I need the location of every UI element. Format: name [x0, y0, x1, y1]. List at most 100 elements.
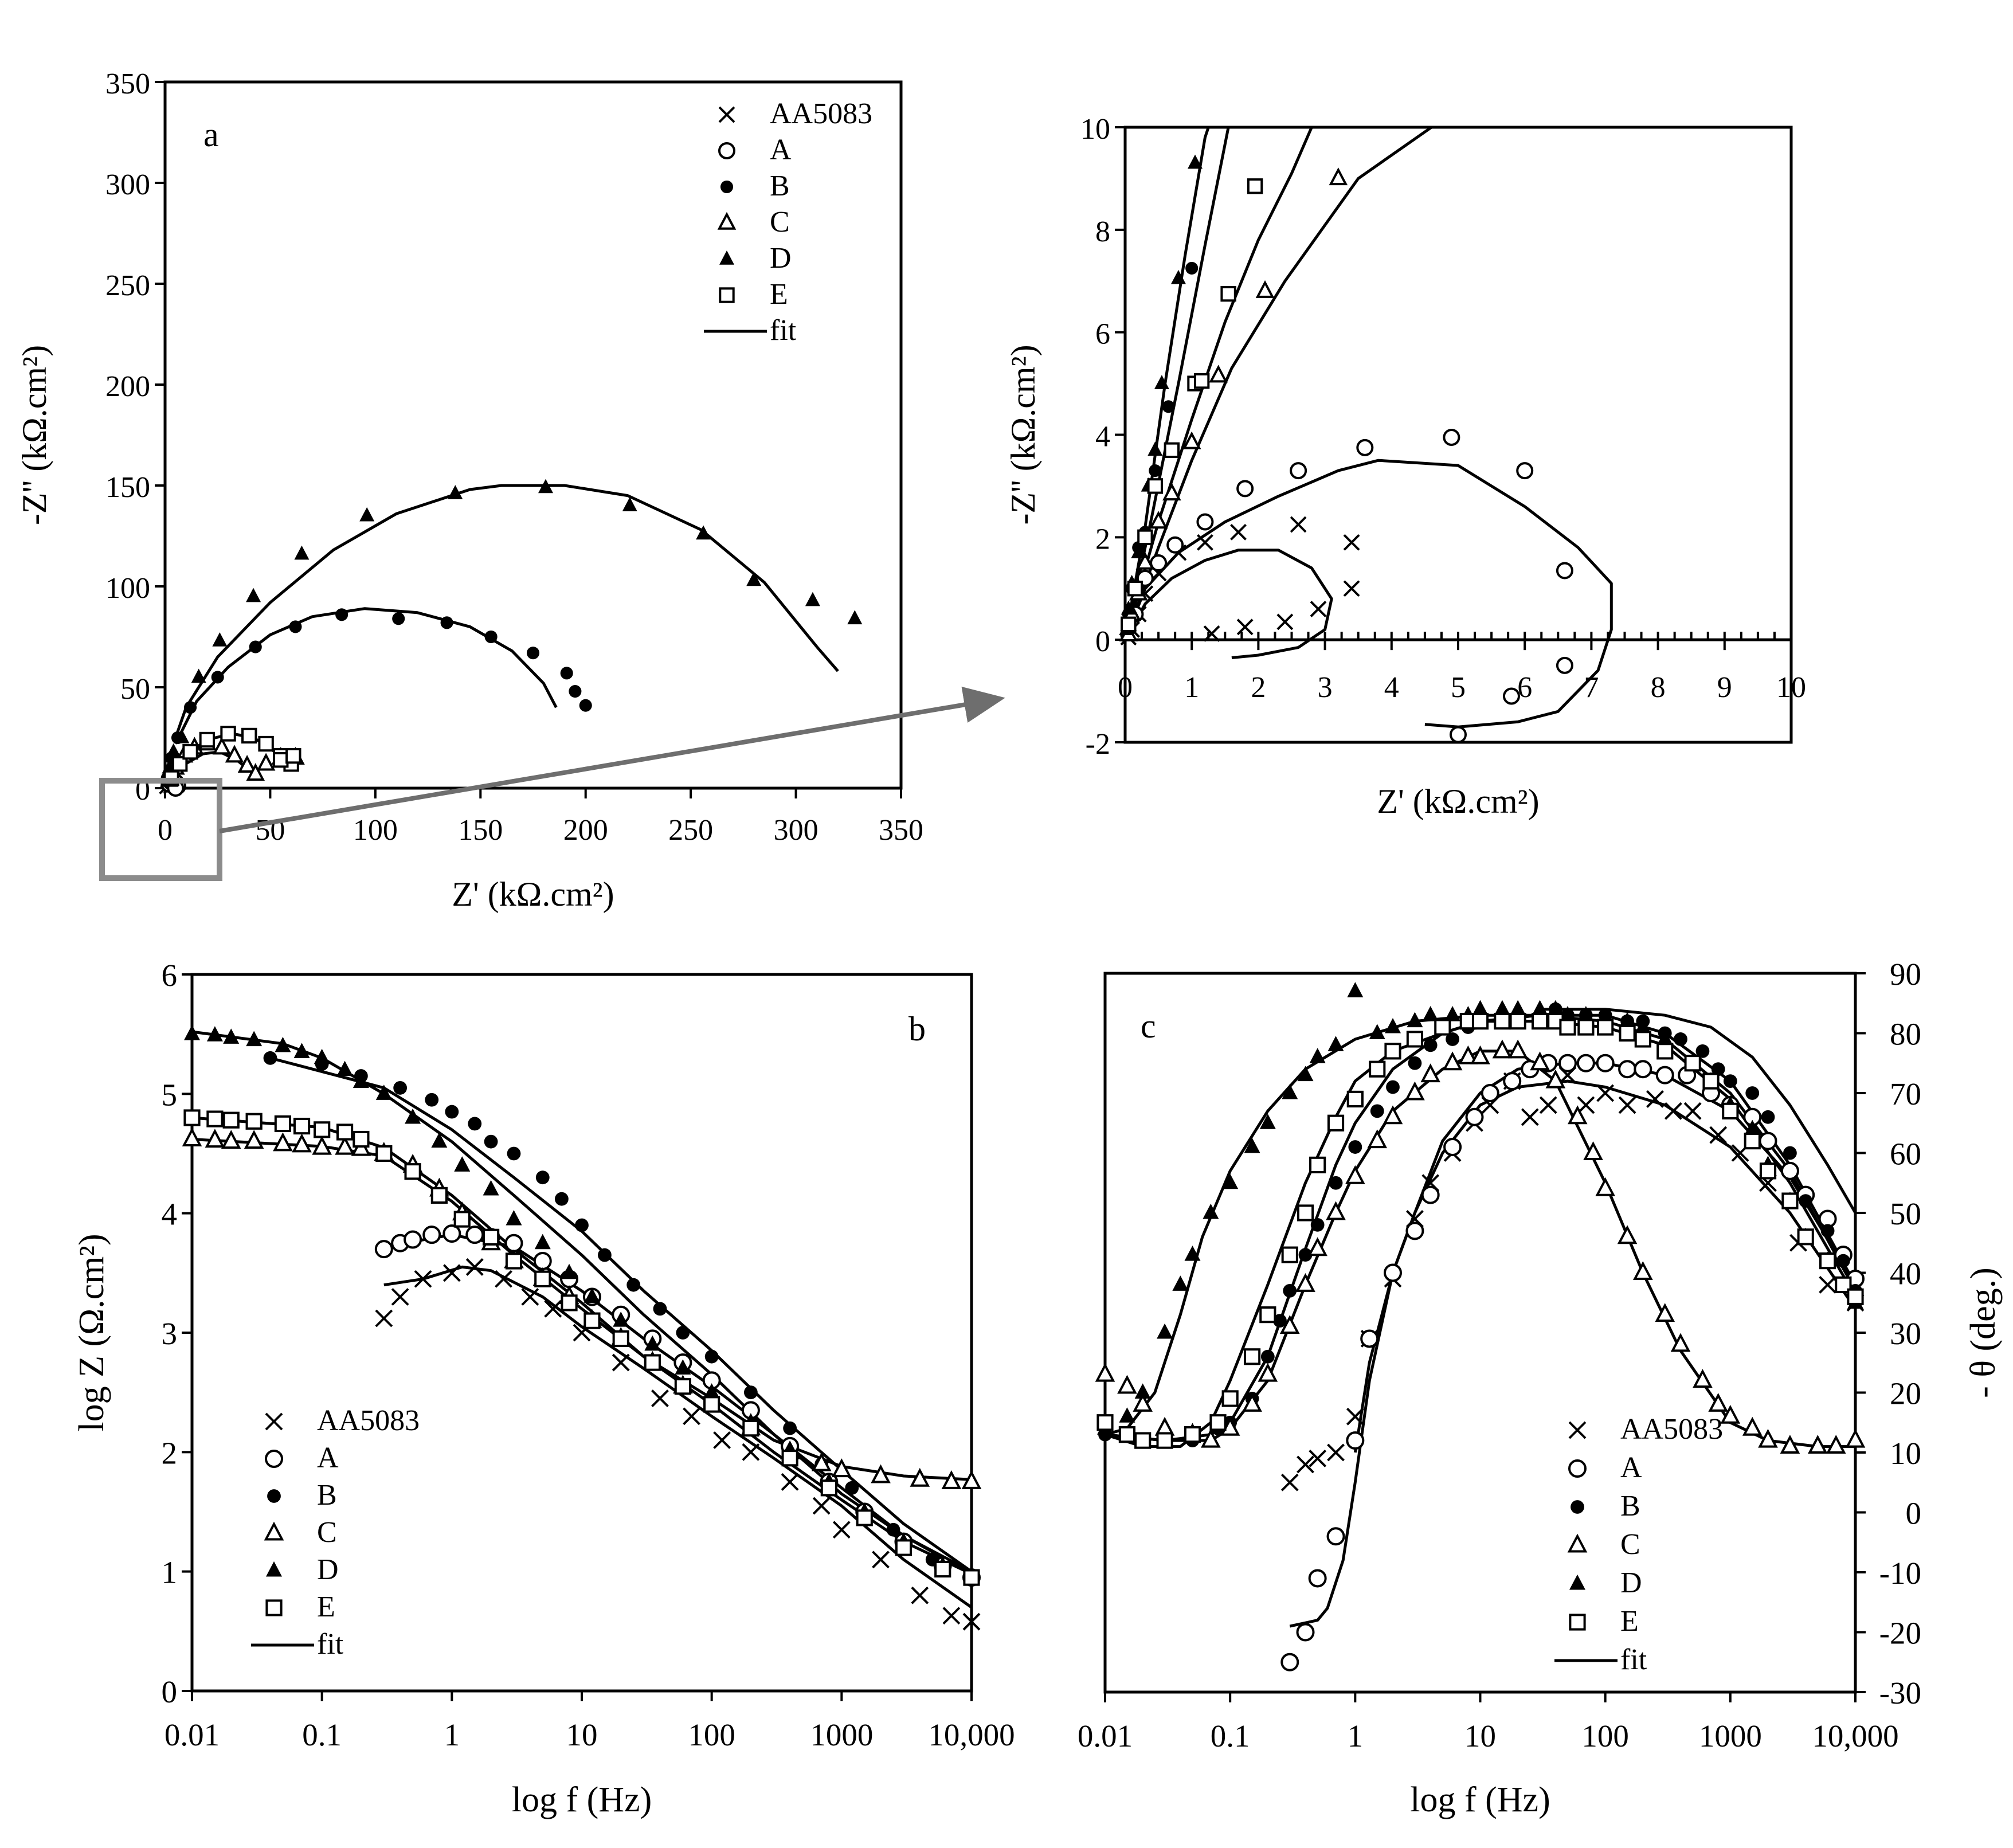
data-point-e: [583, 1312, 601, 1329]
data-point-b: [1386, 1080, 1400, 1094]
x-tick-label: 3: [1318, 671, 1333, 704]
data-point-a: [374, 1240, 393, 1259]
data-point-d: [166, 743, 181, 758]
data-point-d: [294, 545, 310, 560]
y-tick-label: 150: [105, 471, 150, 504]
data-point-a: [504, 1234, 523, 1252]
data-point-e: [1531, 1013, 1549, 1030]
y-tick-label: 350: [105, 68, 150, 100]
data-point-b: [445, 1105, 459, 1119]
data-point-e: [1118, 1426, 1136, 1443]
data-point-c: [1545, 1069, 1566, 1089]
fit-line: [174, 607, 558, 745]
data-point-e: [1164, 442, 1180, 459]
panel-a-nyquist-plot: 0 50 100 150 200 250 300 3500501001502002503003…: [15, 68, 923, 913]
data-point-a: [404, 1230, 422, 1249]
data-point-b: [1783, 1146, 1797, 1160]
legend-label-a: A: [317, 1442, 339, 1474]
data-point-c: [1595, 1177, 1615, 1196]
data-point-a: [1443, 1138, 1462, 1157]
data-point-e: [1247, 178, 1263, 194]
data-point-b: [569, 684, 582, 698]
data-point-e: [1259, 1306, 1276, 1324]
fit-line: [1125, 127, 1432, 641]
x-axis-title: log f (Hz): [1410, 1780, 1550, 1819]
data-point-e: [781, 1450, 798, 1467]
y-tick-label: 6: [162, 958, 178, 993]
data-point-aa5083: [1343, 534, 1360, 551]
x-tick-label: 10,000: [1812, 1718, 1898, 1753]
data-point-a: [1556, 562, 1573, 580]
data-point-d: [1472, 1000, 1489, 1016]
data-point-c: [1458, 1045, 1478, 1064]
x-tick-label: 100: [688, 1717, 735, 1752]
data-point-d: [1131, 544, 1146, 558]
data-point-b: [1149, 464, 1162, 477]
data-point-d: [246, 588, 261, 602]
data-point-aa5083: [832, 1521, 851, 1539]
y-tick-label: 200: [105, 370, 150, 403]
data-point-c: [237, 755, 257, 773]
data-point-e: [182, 743, 198, 760]
data-point-c: [225, 745, 244, 763]
data-point-d: [223, 1028, 240, 1044]
y-tick-label: 50: [120, 673, 150, 706]
data-point-b: [579, 699, 592, 712]
data-point-aa5083: [1539, 1096, 1557, 1114]
data-point-b: [1348, 1140, 1362, 1154]
data-point-c: [1117, 1375, 1137, 1394]
data-point-c: [1255, 280, 1275, 298]
data-point-b: [289, 620, 302, 633]
data-point-c: [182, 1127, 202, 1146]
data-point-e: [1819, 1252, 1836, 1270]
data-point-e: [183, 1109, 201, 1126]
data-point-d: [1172, 1275, 1189, 1291]
legend-marker-aa5083: [265, 1412, 283, 1431]
data-point-b: [1836, 1254, 1850, 1268]
data-point-aa5083: [872, 1551, 890, 1569]
y-tick-label: 30: [1890, 1316, 1921, 1351]
data-point-e: [258, 735, 274, 752]
y-tick-label: 20: [1890, 1376, 1921, 1411]
data-point-a: [422, 1226, 441, 1244]
data-point-e: [644, 1354, 661, 1371]
y-tick-label: 50: [1890, 1196, 1921, 1231]
data-point-d: [1184, 1246, 1201, 1261]
data-point-c: [1808, 1435, 1828, 1454]
data-point-e: [482, 1228, 500, 1246]
data-point-d: [1635, 1017, 1651, 1033]
y-tick-label: 60: [1890, 1137, 1921, 1172]
data-point-a: [1481, 1084, 1499, 1102]
x-tick-label: 150: [458, 814, 503, 847]
data-point-e: [1656, 1043, 1674, 1060]
data-point-e: [1297, 1204, 1314, 1221]
data-point-d: [1203, 1203, 1219, 1219]
data-point-b: [484, 630, 498, 644]
data-point-d: [1309, 1048, 1326, 1063]
data-point-c: [1742, 1416, 1763, 1436]
legend-marker-e: [265, 1599, 283, 1616]
data-point-e: [1577, 1019, 1595, 1036]
legend-marker-a: [718, 142, 735, 159]
y-tick-label: 80: [1890, 1017, 1921, 1052]
data-point-c: [1507, 1039, 1528, 1059]
y-tick-label: -30: [1879, 1675, 1921, 1710]
data-point-c: [1780, 1435, 1800, 1454]
data-point-a: [1326, 1527, 1345, 1546]
data-point-a: [1166, 536, 1184, 554]
x-tick-label: 4: [1384, 671, 1399, 704]
legend-label-b: B: [317, 1479, 337, 1512]
data-point-a: [1503, 1072, 1522, 1091]
data-point-e: [273, 752, 289, 768]
x-tick-label: 0.1: [1211, 1718, 1250, 1753]
data-point-b: [1799, 1194, 1813, 1208]
x-tick-label: 200: [563, 814, 608, 847]
legend-marker-d: [1569, 1574, 1585, 1590]
x-tick-label: 1: [1184, 671, 1199, 704]
data-point-c: [335, 1136, 355, 1155]
panel-b-label: b: [908, 1010, 926, 1048]
data-point-c: [1242, 1393, 1262, 1412]
data-point-b: [211, 671, 224, 684]
data-point-b: [526, 647, 540, 660]
data-point-a: [1308, 1569, 1327, 1588]
